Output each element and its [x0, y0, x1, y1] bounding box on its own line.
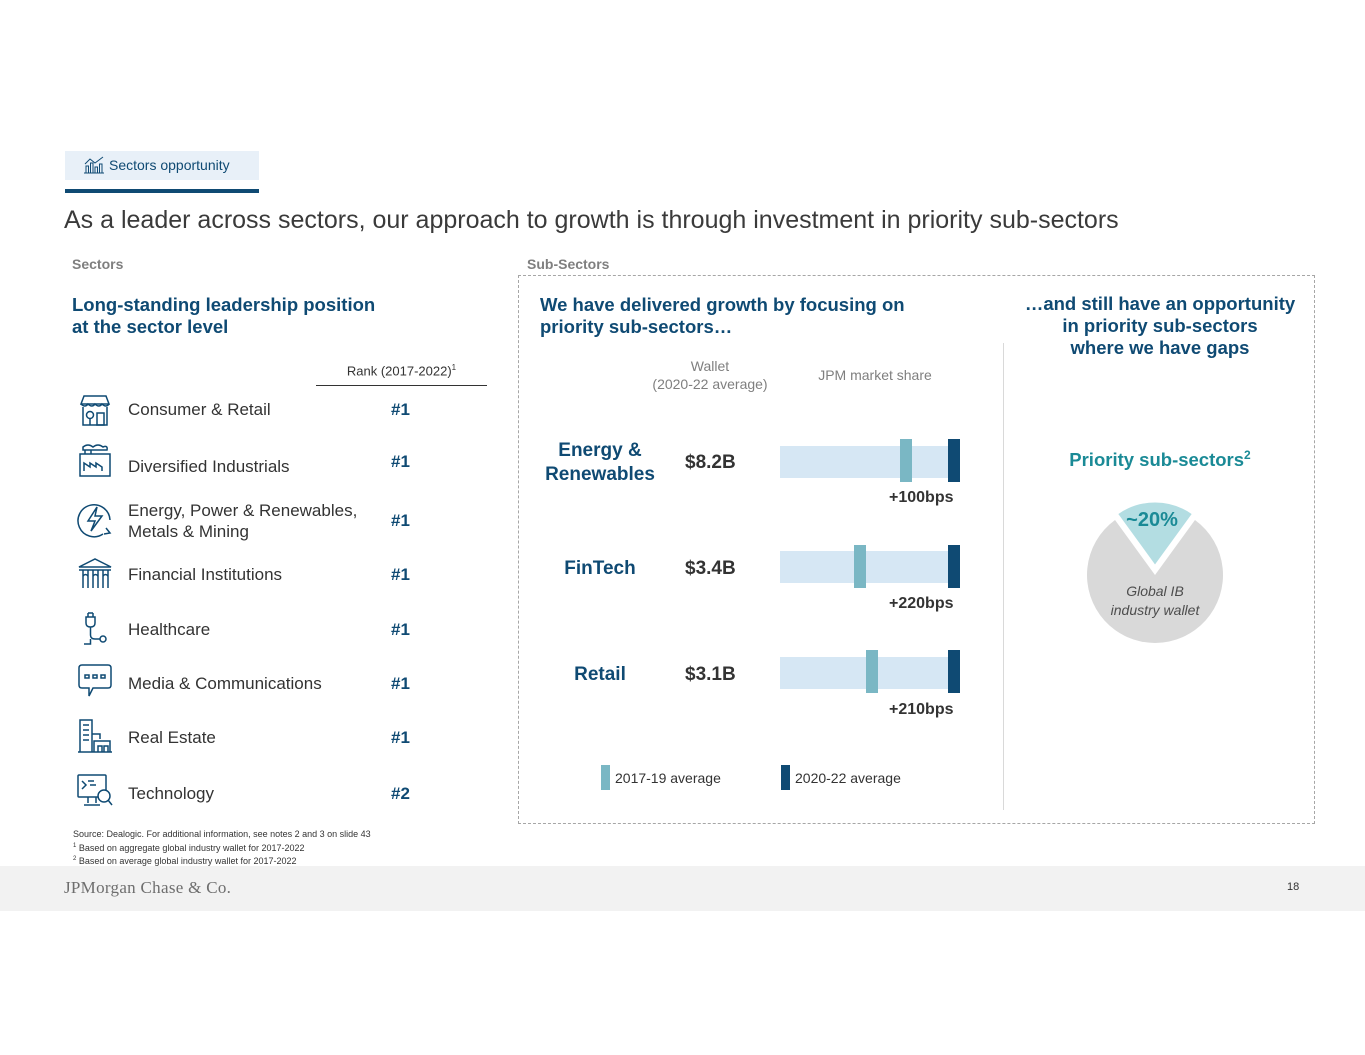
wallet-header-line1: Wallet: [690, 358, 730, 374]
footnote-1: 1 Based on aggregate global industry wal…: [73, 841, 371, 855]
subsector-name: Retail: [574, 664, 626, 685]
subsector-name: FinTech: [564, 558, 636, 579]
legend-swatch-2017-19: [601, 765, 610, 790]
bank-icon: [78, 558, 112, 588]
footnote-2-text: Based on average global industry wallet …: [76, 856, 297, 866]
subsectors-heading-line1: We have delivered growth by focusing on: [540, 294, 905, 315]
share-change-label: +220bps: [889, 595, 954, 612]
sector-rank: #1: [391, 565, 410, 584]
footnote-source: Source: Dealogic. For additional informa…: [73, 829, 371, 839]
priority-subsectors-title: Priority sub-sectors2: [1040, 448, 1280, 471]
share-change-label: +210bps: [889, 701, 954, 718]
sector-rank: #1: [391, 511, 410, 530]
stethoscope-icon: [84, 612, 107, 645]
market-share-bar: [780, 551, 960, 583]
pie-slice-priority: [1114, 499, 1196, 570]
sector-label: Real Estate: [128, 728, 216, 747]
market-share-column-header: JPM market share: [818, 367, 932, 383]
share-change-label: +100bps: [889, 489, 954, 506]
legend-swatch-2020-22: [781, 765, 790, 790]
priority-title-text: Priority sub-sectors: [1069, 449, 1245, 471]
sectors-section-label: Sectors: [72, 256, 124, 272]
share-marker-2017-19: [900, 439, 912, 482]
sector-rank: #1: [391, 728, 410, 747]
share-marker-2020-22: [948, 439, 960, 482]
sectors-heading-line1: Long-standing leadership position: [72, 294, 376, 315]
energy-bolt-icon: [77, 504, 112, 538]
footnote-2: 2 Based on average global industry walle…: [73, 854, 371, 868]
factory-icon: [79, 444, 111, 477]
sectors-heading-line2: at the sector level: [72, 316, 229, 337]
wallet-column-header: Wallet (2020-22 average): [640, 357, 780, 393]
market-share-bar: [780, 446, 960, 478]
opportunity-heading: …and still have an opportunity in priori…: [1010, 293, 1310, 359]
panel-divider: [1003, 343, 1004, 810]
page-title: As a leader across sectors, our approach…: [64, 206, 1119, 234]
sector-label: Energy, Power & Renewables, Metals & Min…: [128, 500, 357, 542]
subsectors-panel: [518, 275, 1315, 824]
sector-label: Diversified Industrials: [128, 457, 290, 476]
rank-column-header: Rank (2017-2022)1: [316, 363, 487, 378]
sector-rank: #2: [391, 784, 410, 803]
subsector-name-line2: Renewables: [545, 464, 655, 485]
subsectors-heading-line2: priority sub-sectors…: [540, 316, 733, 337]
wallet-pie-chart: [1087, 499, 1223, 644]
legend-label-2020-22: 2020-22 average: [795, 770, 901, 786]
subsector-wallet: $3.1B: [685, 664, 736, 685]
rank-header-rule: [316, 385, 487, 386]
opportunity-heading-line2: in priority sub-sectors: [1062, 315, 1258, 336]
subsectors-heading: We have delivered growth by focusing on …: [540, 294, 905, 338]
bar-chart-icon: [84, 156, 104, 174]
footnotes: Source: Dealogic. For additional informa…: [73, 829, 371, 868]
store-icon: [79, 395, 111, 426]
chat-bubble-icon: [78, 664, 112, 697]
opportunity-heading-line3: where we have gaps: [1070, 337, 1250, 358]
footnote-1-text: Based on aggregate global industry walle…: [76, 842, 305, 853]
sectors-heading: Long-standing leadership position at the…: [72, 294, 375, 338]
share-marker-2020-22: [948, 545, 960, 588]
opportunity-heading-line1: …and still have an opportunity: [1024, 293, 1296, 314]
sector-label-line1: Energy, Power & Renewables,: [128, 501, 358, 520]
subsector-wallet: $8.2B: [685, 452, 736, 473]
buildings-icon: [78, 719, 112, 753]
share-marker-2017-19: [854, 545, 866, 588]
company-logo: JPMorgan Chase & Co.: [64, 878, 232, 897]
sector-rank: #1: [391, 620, 410, 639]
footer-bar: [0, 866, 1365, 911]
share-marker-2020-22: [948, 650, 960, 693]
sector-rank: #1: [391, 452, 410, 471]
sector-label: Financial Institutions: [128, 565, 283, 584]
subsector-name-line1: Energy &: [558, 440, 642, 461]
sector-label: Technology: [128, 784, 215, 803]
pie-slice-rest: [1087, 519, 1223, 644]
sector-rank: #1: [391, 674, 410, 693]
pie-percent-label: ~20%: [1126, 509, 1178, 531]
sector-label: Media & Communications: [128, 674, 322, 693]
subsectors-section-label: Sub-Sectors: [527, 256, 610, 272]
pie-label-line1: Global IB: [1126, 583, 1184, 599]
priority-title-footnote: 2: [1244, 448, 1251, 462]
wallet-header-line2: (2020-22 average): [652, 376, 768, 392]
footnote-1-mark: 1: [73, 842, 77, 849]
section-tag-label: Sectors opportunity: [109, 157, 230, 173]
pie-label-line2: industry wallet: [1110, 602, 1200, 618]
monitor-search-icon: [77, 774, 113, 806]
sector-label: Consumer & Retail: [128, 400, 271, 419]
section-tag-underline: [65, 189, 259, 193]
rank-header-footnote: 1: [451, 363, 457, 372]
legend-label-2017-19: 2017-19 average: [615, 770, 721, 786]
section-tag: [65, 151, 259, 180]
sector-label: Healthcare: [128, 620, 211, 639]
rank-header-label: Rank (2017-2022): [346, 363, 452, 379]
sector-label-line2: Metals & Mining: [128, 522, 249, 541]
share-marker-2017-19: [866, 650, 878, 693]
sector-rank: #1: [391, 400, 410, 419]
subsector-wallet: $3.4B: [685, 558, 736, 579]
subsector-name: Energy & Renewables: [535, 439, 665, 487]
pie-category-label: Global IB industry wallet: [1095, 582, 1215, 620]
page-number: 18: [1287, 881, 1300, 893]
footnote-2-mark: 2: [73, 856, 77, 862]
